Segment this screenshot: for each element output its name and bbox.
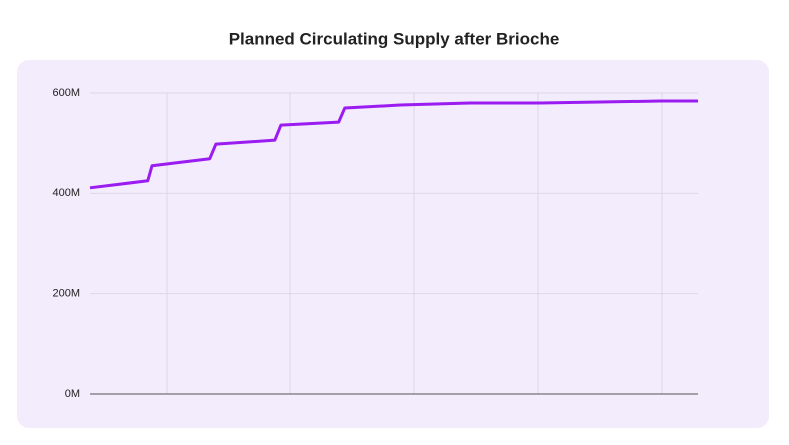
y-tick-label: 600M — [52, 87, 80, 99]
chart-title: Planned Circulating Supply after Brioche — [229, 29, 560, 48]
y-tick-label: 200M — [52, 288, 80, 300]
y-tick-label: 400M — [52, 187, 80, 199]
y-tick-label: 0M — [65, 388, 80, 400]
series-line — [89, 99, 698, 190]
chart-card — [17, 60, 769, 428]
